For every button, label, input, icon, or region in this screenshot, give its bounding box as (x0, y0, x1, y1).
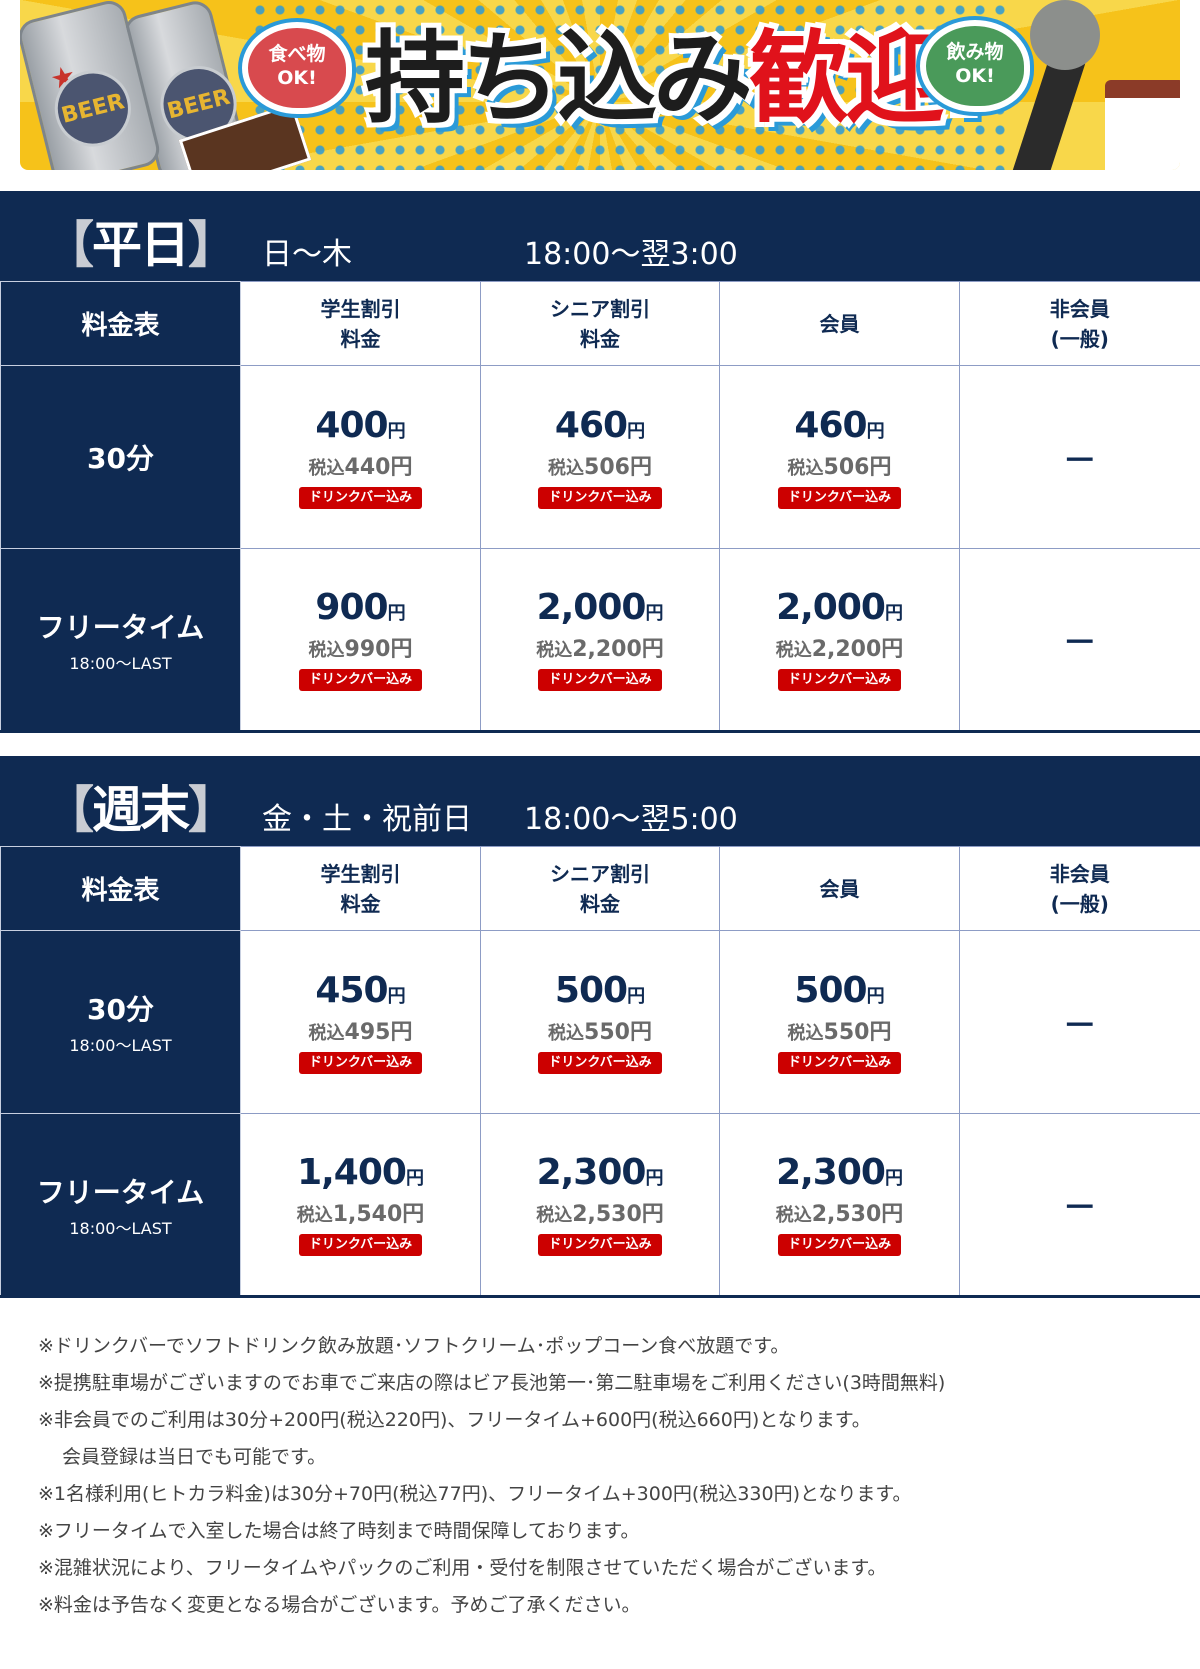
price-cell: 400円 税込440円 ドリンクバー込み (240, 365, 481, 549)
section-title: 【平日】 (44, 216, 238, 274)
price-cell: 2,000円 税込2,200円 ドリンクバー込み (719, 548, 960, 732)
note-item: ※混雑状況により、フリータイムやパックのご利用・受付を制限させていただく場合がご… (38, 1557, 887, 1579)
corner-header: 料金表 (0, 281, 241, 366)
column-header-member: 会員 (719, 846, 960, 931)
drinkbar-badge: ドリンクバー込み (298, 1234, 423, 1256)
section-title: 【週末】 (44, 781, 238, 839)
price-cell: 500円 税込550円 ドリンクバー込み (480, 930, 720, 1114)
price-cell: 2,000円 税込2,200円 ドリンクバー込み (480, 548, 720, 732)
table-row: フリータイム 18:00～LAST 900円 税込990円 ドリンクバー込み 2,00… (0, 548, 1200, 732)
halftone-dots (250, 0, 1010, 170)
column-header-student: 学生割引 料金 (240, 846, 481, 931)
row-header-30min: 30分 (0, 365, 241, 549)
weekend-section: 【週末】 金・土・祝前日 18:00～翌5:00 料金表 学生割引 料金 シニア割… (0, 756, 1200, 1298)
column-header-senior: シニア割引 料金 (480, 281, 720, 366)
table-row: 30分 400円 税込440円 ドリンクバー込み 460円 税込506円 ドリンクバー込… (0, 365, 1200, 549)
drink-ok-bubble: 飲み物 OK! (920, 20, 1030, 112)
price-cell: 2,300円 税込2,530円 ドリンクバー込み (480, 1113, 720, 1297)
column-header-nonmember: 非会員 (一般) (959, 846, 1200, 931)
weekday-price-table: 料金表 学生割引 料金 シニア割引 料金 会員 非会員 (一般) 30分 400円 税込… (0, 281, 1200, 733)
drinkbar-badge: ドリンクバー込み (538, 486, 662, 509)
banner-headline: 持ち込み歓迎! (365, 20, 987, 137)
table-row: フリータイム 18:00～LAST 1,400円 税込1,540円 ドリンクバー込み … (0, 1113, 1200, 1297)
row-header-30min: 30分 18:00～LAST (0, 930, 241, 1114)
drinkbar-badge: ドリンクバー込み (538, 1051, 662, 1074)
price-cell: 460円 税込506円 ドリンクバー込み (719, 365, 960, 549)
drinkbar-badge: ドリンクバー込み (538, 1234, 662, 1256)
drinkbar-badge: ドリンクバー込み (777, 486, 902, 509)
note-item: ※提携駐車場がございますのでお車でご来店の際はビア長池第一･第二駐車場をご利用く… (38, 1372, 946, 1394)
weekend-price-table: 料金表 学生割引 料金 シニア割引 料金 会員 非会員 (一般) 30分 18:00～L… (0, 846, 1200, 1298)
section-days: 金・土・祝前日 (262, 802, 472, 837)
section-hours: 18:00～翌5:00 (524, 802, 738, 837)
drinkbar-badge: ドリンクバー込み (298, 486, 423, 509)
table-row: 30分 18:00～LAST 450円 税込495円 ドリンクバー込み 500円 税込5… (0, 930, 1200, 1114)
price-cell-empty: － (959, 548, 1200, 732)
price-cell-empty: － (959, 365, 1200, 549)
drink-cup-icon (1105, 80, 1180, 170)
note-item: ※フリータイムで入室した場合は終了時刻まで時間保障しております。 (38, 1520, 640, 1542)
price-cell: 500円 税込550円 ドリンクバー込み (719, 930, 960, 1114)
corner-header: 料金表 (0, 846, 241, 931)
weekend-header: 【週末】 金・土・祝前日 18:00～翌5:00 (0, 756, 1200, 846)
column-header-student: 学生割引 料金 (240, 281, 481, 366)
price-cell-empty: － (959, 930, 1200, 1114)
drinkbar-badge: ドリンクバー込み (777, 669, 902, 691)
promo-banner: BEER ★ BEER 食べ物 OK! 持ち込み歓迎! 飲み物 OK! (20, 0, 1180, 170)
price-cell: 460円 税込506円 ドリンクバー込み (480, 365, 720, 549)
drinkbar-badge: ドリンクバー込み (298, 669, 423, 691)
drinkbar-badge: ドリンクバー込み (298, 1051, 423, 1074)
note-item: ※非会員でのご利用は30分+200円(税込220円)、フリータイム+600円(税… (38, 1409, 871, 1431)
price-cell: 900円 税込990円 ドリンクバー込み (240, 548, 481, 732)
notes-list: ※ドリンクバーでソフトドリンク飲み放題･ソフトクリーム･ポップコーン食べ放題です… (38, 1328, 1178, 1624)
price-cell: 450円 税込495円 ドリンクバー込み (240, 930, 481, 1114)
weekday-header: 【平日】 日～木 18:00～翌3:00 (0, 191, 1200, 281)
food-ok-bubble: 食べ物 OK! (242, 22, 352, 114)
row-header-freetime: フリータイム 18:00～LAST (0, 1113, 241, 1297)
row-header-freetime: フリータイム 18:00～LAST (0, 548, 241, 732)
note-item: 会員登録は当日でも可能です。 (62, 1446, 327, 1468)
weekday-section: 【平日】 日～木 18:00～翌3:00 料金表 学生割引 料金 シニア割引 料金 … (0, 191, 1200, 733)
drinkbar-badge: ドリンクバー込み (538, 669, 662, 691)
microphone-icon (1030, 0, 1100, 70)
section-hours: 18:00～翌3:00 (524, 237, 738, 272)
drinkbar-badge: ドリンクバー込み (777, 1051, 902, 1074)
note-item: ※料金は予告なく変更となる場合がございます。予めご了承ください。 (38, 1594, 641, 1616)
note-item: ※ドリンクバーでソフトドリンク飲み放題･ソフトクリーム･ポップコーン食べ放題です… (38, 1335, 790, 1357)
column-header-senior: シニア割引 料金 (480, 846, 720, 931)
price-cell: 1,400円 税込1,540円 ドリンクバー込み (240, 1113, 481, 1297)
column-header-member: 会員 (719, 281, 960, 366)
section-days: 日～木 (262, 237, 352, 272)
price-cell: 2,300円 税込2,530円 ドリンクバー込み (719, 1113, 960, 1297)
note-item: ※1名様利用(ヒトカラ料金)は30分+70円(税込77円)、フリータイム+300… (38, 1483, 912, 1505)
price-cell-empty: － (959, 1113, 1200, 1297)
column-header-nonmember: 非会員 (一般) (959, 281, 1200, 366)
drinkbar-badge: ドリンクバー込み (777, 1234, 902, 1256)
